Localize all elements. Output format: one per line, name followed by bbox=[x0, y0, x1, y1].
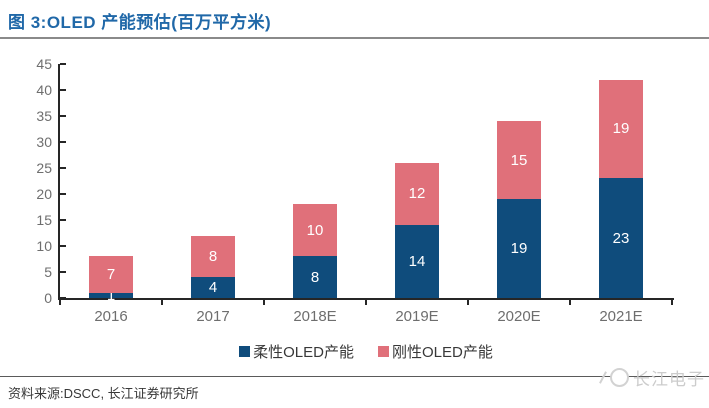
y-axis-tick-label: 5 bbox=[44, 264, 52, 280]
bar-value-label: 10 bbox=[306, 221, 324, 239]
bar-segment-rigid: 8 bbox=[191, 235, 235, 278]
x-axis-tick bbox=[671, 300, 673, 305]
bar-segment-rigid: 12 bbox=[395, 162, 439, 226]
y-axis-tick bbox=[60, 245, 66, 247]
bar-segment-rigid: 15 bbox=[497, 121, 541, 200]
bar-segment-flexible: 8 bbox=[293, 256, 337, 298]
bar-value-label: 15 bbox=[510, 151, 528, 169]
x-axis-tick bbox=[161, 300, 163, 305]
watermark-text: 长江电子 bbox=[633, 369, 705, 389]
x-category-label: 2021E bbox=[599, 308, 643, 325]
footer-divider bbox=[0, 376, 709, 377]
bar-segment-flexible: 19 bbox=[497, 199, 541, 298]
y-axis-tick bbox=[60, 89, 66, 91]
bar-value-label: 19 bbox=[612, 120, 630, 138]
watermark-logo-bolt-icon bbox=[599, 370, 607, 384]
y-axis-tick bbox=[60, 193, 66, 195]
y-axis-tick-label: 10 bbox=[36, 238, 52, 254]
y-axis-tick-label: 45 bbox=[36, 56, 52, 72]
bar-segment-flexible: 4 bbox=[191, 277, 235, 298]
y-axis-line bbox=[58, 64, 60, 300]
x-category-label: 2019E bbox=[395, 308, 439, 325]
y-axis-tick-label: 40 bbox=[36, 82, 52, 98]
y-axis-tick bbox=[60, 297, 66, 299]
x-axis-tick bbox=[365, 300, 367, 305]
x-category-label: 2016 bbox=[94, 308, 128, 325]
bar-value-label: 1 bbox=[106, 286, 116, 304]
legend-swatch-icon bbox=[378, 346, 389, 357]
bar-segment-rigid: 19 bbox=[599, 79, 643, 179]
y-axis-tick bbox=[60, 271, 66, 273]
y-axis-tick-label: 35 bbox=[36, 108, 52, 124]
figure-title: 图 3:OLED 产能预估(百万平方米) bbox=[8, 13, 272, 32]
bar-value-label: 12 bbox=[408, 185, 426, 203]
bar-value-label: 7 bbox=[106, 266, 116, 284]
bar-segment-rigid: 10 bbox=[293, 204, 337, 257]
title-divider bbox=[0, 37, 709, 39]
bar-value-label: 8 bbox=[208, 247, 218, 265]
bar-segment-flexible: 23 bbox=[599, 178, 643, 298]
y-axis-tick bbox=[60, 167, 66, 169]
y-axis-tick-label: 30 bbox=[36, 134, 52, 150]
y-axis-tick bbox=[60, 219, 66, 221]
bar-value-label: 19 bbox=[510, 240, 528, 258]
x-category-label: 2017 bbox=[196, 308, 230, 325]
watermark: 长江电子 bbox=[599, 363, 705, 391]
x-axis-tick bbox=[59, 300, 61, 305]
legend-label: 柔性OLED产能 bbox=[253, 344, 354, 361]
bar-value-label: 14 bbox=[408, 253, 426, 271]
bar-segment-rigid: 7 bbox=[89, 256, 133, 293]
bar-segment-flexible: 14 bbox=[395, 225, 439, 298]
bar-value-label: 8 bbox=[310, 268, 320, 286]
y-axis-tick bbox=[60, 63, 66, 65]
y-axis-tick-label: 20 bbox=[36, 186, 52, 202]
legend-item: 柔性OLED产能 bbox=[239, 341, 354, 362]
y-axis-tick-label: 0 bbox=[44, 290, 52, 306]
legend-label: 刚性OLED产能 bbox=[392, 344, 493, 361]
y-axis-tick-label: 25 bbox=[36, 160, 52, 176]
legend-swatch-icon bbox=[239, 346, 251, 357]
legend-item: 刚性OLED产能 bbox=[378, 341, 493, 362]
x-axis-tick bbox=[467, 300, 469, 305]
chart-legend: 柔性OLED产能 刚性OLED产能 bbox=[60, 341, 672, 362]
x-category-label: 2020E bbox=[497, 308, 541, 325]
y-axis-tick bbox=[60, 141, 66, 143]
watermark-logo-circle-icon bbox=[610, 367, 629, 387]
chart-plot-area: 0 5 10 15 20 25 30 35 40 45 1 7 2016 4 8 2017 8 10 2018E 14… bbox=[36, 56, 674, 325]
x-axis-tick bbox=[569, 300, 571, 305]
source-note: 资料来源:DSCC, 长江证券研究所 bbox=[8, 386, 199, 401]
y-axis-tick bbox=[60, 115, 66, 117]
y-axis-tick-label: 15 bbox=[36, 212, 52, 228]
x-axis-tick bbox=[263, 300, 265, 305]
x-axis-line bbox=[58, 298, 674, 300]
bar-value-label: 23 bbox=[612, 229, 630, 247]
x-category-label: 2018E bbox=[293, 308, 337, 325]
bar-value-label: 4 bbox=[208, 279, 218, 297]
bar-segment-flexible: 1 bbox=[89, 288, 133, 303]
